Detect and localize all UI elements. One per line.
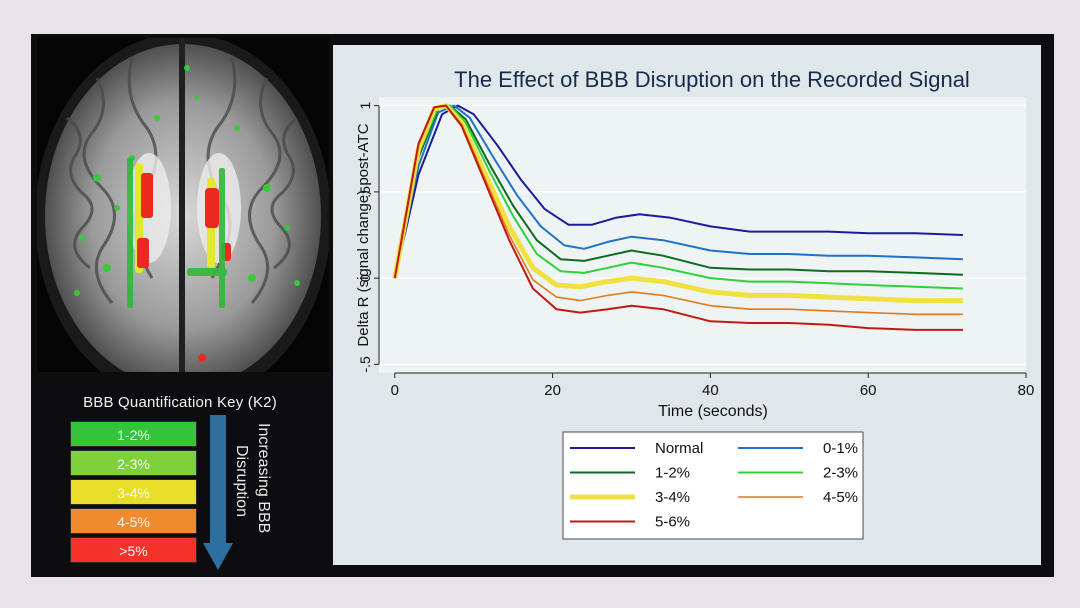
key-swatch: 3-4%	[70, 479, 197, 505]
series-line-Normal	[393, 104, 963, 279]
legend-label: 5-6%	[655, 514, 690, 531]
chart-panel: The Effect of BBB Disruption on the Reco…	[333, 45, 1041, 565]
arrow-label: Increasing BBB Disruption	[230, 423, 276, 563]
arrow-label-line-2: Disruption	[233, 445, 250, 518]
y-tick-label: 1	[357, 102, 373, 110]
legend: Normal 0-1% 1-2% 2-3% 3-4% 4-5% 5-6%	[562, 431, 864, 540]
key-swatch: 4-5%	[70, 508, 197, 534]
legend-label: 2-3%	[823, 465, 858, 482]
key-title: BBB Quantification Key (K2)	[83, 394, 277, 411]
line-chart: The Effect of BBB Disruption on the Reco…	[355, 67, 1035, 540]
x-tick-label: 40	[702, 382, 719, 399]
series-line-2-3%	[393, 104, 963, 290]
y-tick-label: .5	[357, 186, 373, 198]
y-tick-label: -.5	[357, 356, 373, 373]
legend-label: 0-1%	[823, 440, 858, 457]
arrow-label-line-1: Increasing BBB	[255, 423, 272, 534]
y-tick-label: 0	[357, 274, 373, 282]
key-swatch: >5%	[70, 537, 197, 563]
plot-area	[379, 97, 1026, 373]
series-line-5-6%	[393, 104, 963, 331]
key-swatch: 1-2%	[70, 421, 197, 447]
x-tick-label: 60	[860, 382, 877, 399]
x-tick-label: 0	[391, 382, 399, 399]
x-tick-label: 80	[1018, 382, 1035, 399]
legend-label: Normal	[655, 440, 703, 457]
key-swatch: 2-3%	[70, 450, 197, 476]
series-line-0-1%	[393, 104, 963, 279]
brain-mri-image	[37, 38, 329, 372]
y-axis-label: Delta R (signal change) post-ATC	[355, 123, 372, 346]
increasing-arrow-icon	[203, 415, 233, 570]
x-tick-label: 20	[544, 382, 561, 399]
x-axis-label: Time (seconds)	[658, 403, 768, 420]
legend-label: 1-2%	[655, 465, 690, 482]
legend-label: 4-5%	[823, 489, 858, 506]
legend-label: 3-4%	[655, 489, 690, 506]
chart-title: The Effect of BBB Disruption on the Reco…	[454, 67, 970, 92]
